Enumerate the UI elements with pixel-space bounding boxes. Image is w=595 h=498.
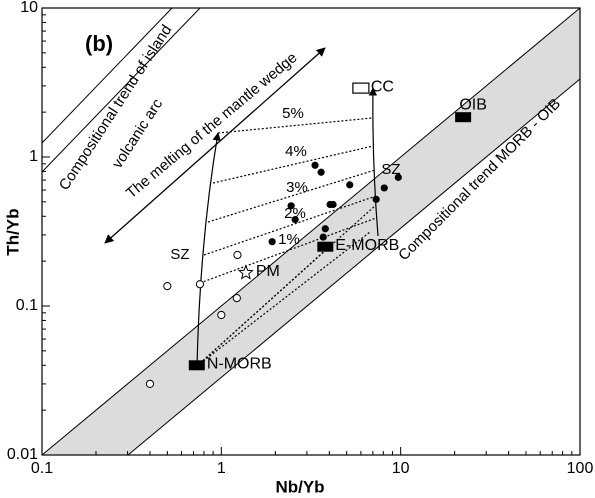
annotation: 1% (278, 231, 300, 248)
annotation: 2% (284, 205, 306, 222)
reference-point (188, 360, 205, 371)
data-point (321, 225, 329, 233)
y-tick-label: 0.01 (7, 446, 38, 463)
reference-point (352, 82, 370, 94)
data-point (217, 310, 226, 320)
point-label: CC (371, 78, 394, 95)
data-point (329, 200, 337, 209)
data-point (163, 282, 172, 291)
point-label: N-MORB (207, 356, 272, 373)
sz-vector (368, 87, 379, 237)
reference-point (455, 112, 472, 123)
annotation: 5% (282, 105, 304, 122)
x-tick-label: 100 (567, 460, 594, 477)
data-point (311, 161, 319, 169)
data-point (380, 184, 388, 192)
x-tick-label: 10 (392, 460, 410, 477)
data-point (195, 280, 205, 289)
data-point (232, 293, 241, 303)
x-axis-title: Nb/Yb (275, 477, 324, 496)
data-point (372, 195, 380, 203)
data-point (268, 238, 276, 246)
annotation: 3% (286, 179, 308, 196)
data-point (145, 379, 155, 389)
y-tick-label: 0.1 (16, 297, 38, 314)
point-label: PM (256, 263, 280, 280)
data-point (233, 250, 242, 260)
annotation: SZ (170, 246, 189, 263)
data-point (291, 216, 299, 224)
sz-vector (196, 132, 221, 367)
reference-point (237, 264, 254, 280)
y-tick-label: 10 (20, 0, 38, 16)
plot-layout (42, 8, 580, 455)
panel-label: (b) (85, 31, 113, 56)
data-point (287, 202, 295, 210)
melting-arrow (104, 47, 326, 244)
tie-lines (196, 117, 377, 367)
x-tick-label: 0.1 (31, 460, 53, 477)
data-point (319, 233, 327, 241)
y-tick-label: 1 (29, 148, 38, 165)
annotation: 4% (285, 143, 307, 160)
x-tick-label: 1 (217, 460, 226, 477)
point-label: OIB (459, 96, 487, 113)
annotation: SZ (381, 161, 400, 178)
point-label: E-MORB (335, 237, 399, 254)
reference-point (317, 241, 334, 252)
plot-frame (41, 7, 581, 456)
data-point (346, 181, 354, 189)
y-axis-title: Th/Yb (3, 208, 22, 255)
data-point (317, 168, 325, 176)
data-point (394, 173, 402, 181)
